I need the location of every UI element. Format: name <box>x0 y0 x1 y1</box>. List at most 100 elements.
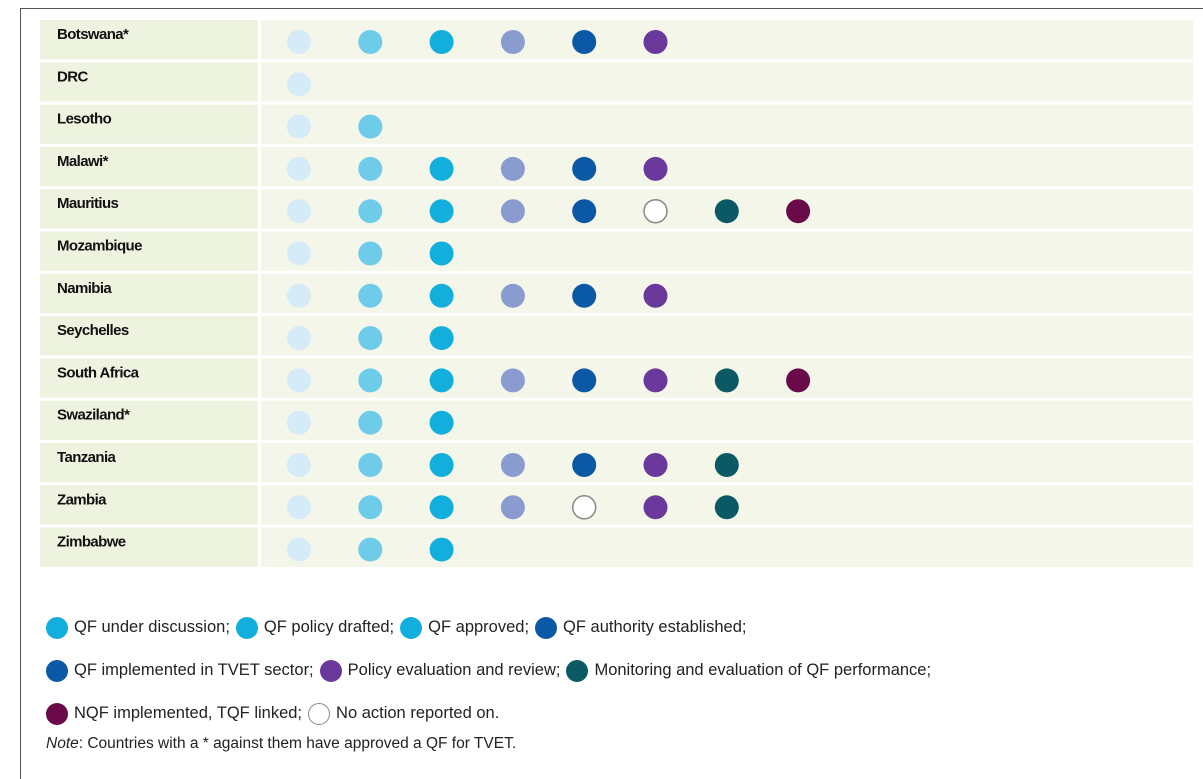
legend-item: Policy evaluation and review; <box>319 659 561 682</box>
stage-dot <box>287 283 311 308</box>
row-name-bg <box>40 62 258 102</box>
stage-dot <box>358 199 383 224</box>
stage-dot <box>287 453 311 477</box>
stage-dot <box>714 495 739 520</box>
legend-item: QF approved; <box>400 616 530 639</box>
stage-dot <box>429 368 454 393</box>
row-name-bg <box>40 146 258 187</box>
open-dot <box>571 495 597 520</box>
stage-dot <box>358 241 383 266</box>
row-name-bg <box>40 400 258 440</box>
row-name-bg <box>40 443 258 483</box>
row-name-bg <box>40 273 258 314</box>
status-table: Botswana* DRC Lesotho Malawi* Mauritius Mozam… <box>40 20 1193 567</box>
stage-dot <box>358 410 383 435</box>
legend-dot <box>46 659 68 682</box>
note-label: Note <box>46 735 79 752</box>
legend-label: QF implemented in TVET sector; <box>74 661 314 679</box>
stage-dot <box>358 453 383 477</box>
row-bg <box>261 273 1193 314</box>
stage-dot <box>714 453 739 477</box>
stage-dot <box>358 537 383 562</box>
stage-dot <box>287 156 311 181</box>
stage-dot <box>500 368 525 393</box>
legend-label: No action reported on. <box>336 704 500 722</box>
stage-dot <box>572 283 597 308</box>
row-name-bg <box>40 527 258 567</box>
stage-dot <box>714 368 739 393</box>
stage-dot <box>287 410 311 435</box>
stage-dot <box>287 241 311 266</box>
stage-dot <box>500 283 525 308</box>
legend-dot <box>400 616 423 639</box>
row-bg <box>261 146 1193 187</box>
stage-dot <box>287 537 311 562</box>
frame <box>20 8 1203 779</box>
row-bg <box>261 231 1193 271</box>
stage-dot <box>643 30 668 54</box>
country-name: Zambia <box>57 491 107 508</box>
stage-dot <box>643 156 668 181</box>
country-name: DRC <box>57 68 88 85</box>
stage-dot <box>429 283 454 308</box>
legend-label: NQF implemented, TQF linked; <box>74 704 303 722</box>
legend-item: QF under discussion; <box>46 616 230 639</box>
country-name: Namibia <box>57 280 112 297</box>
row-bg <box>261 104 1193 144</box>
row-bg <box>261 400 1193 440</box>
stage-dot <box>643 453 668 477</box>
stage-dot <box>500 199 525 224</box>
row-name-bg <box>40 358 258 398</box>
open-dot <box>643 198 668 224</box>
legend-item: QF policy drafted; <box>235 616 395 639</box>
stage-dot <box>358 30 383 54</box>
stage-dot <box>572 156 597 181</box>
legend-label: QF authority established; <box>563 618 747 636</box>
row-name-bg <box>40 316 258 356</box>
legend-dot <box>535 616 558 639</box>
stage-dot <box>429 30 454 54</box>
country-name: South Africa <box>57 364 140 381</box>
legend-label: QF approved; <box>428 618 530 636</box>
row-name-bg <box>40 231 258 271</box>
legend-item: QF implemented in TVET sector; <box>46 659 314 682</box>
row-bg <box>261 316 1193 356</box>
legend-label: QF under discussion; <box>74 618 230 636</box>
stage-dot <box>500 30 525 54</box>
legend-dot <box>46 702 68 725</box>
stage-dot <box>572 199 597 224</box>
legend-item: QF authority established; <box>535 616 747 639</box>
stage-dot <box>358 156 383 181</box>
stage-dot <box>429 241 454 266</box>
country-name: Tanzania <box>57 449 117 466</box>
legend-line: NQF implemented, TQF linked; No action re… <box>46 692 937 735</box>
country-name: Zimbabwe <box>57 534 126 551</box>
stage-dot <box>287 199 311 224</box>
legend-line: QF under discussion; QF policy drafted; QF… <box>46 606 937 649</box>
stage-dot <box>429 537 454 562</box>
legend-label: Monitoring and evaluation of QF performa… <box>594 661 932 679</box>
legend-dot <box>235 616 258 639</box>
legend-label: Policy evaluation and review; <box>347 661 561 679</box>
stage-dot <box>786 199 811 224</box>
legend-label: QF policy drafted; <box>263 618 395 636</box>
row-name-bg <box>40 485 258 525</box>
stage-dot <box>429 495 454 520</box>
note: Note: Countries with a * against them ha… <box>46 735 516 753</box>
stage-dot <box>429 326 454 351</box>
country-name: Mauritius <box>57 195 119 212</box>
country-name: Seychelles <box>57 322 129 339</box>
row-name-bg <box>40 20 258 60</box>
stage-dot <box>429 199 454 224</box>
row-bg <box>261 20 1193 60</box>
stage-dot <box>358 283 383 308</box>
legend-item: NQF implemented, TQF linked; <box>46 702 303 725</box>
stage-dot <box>643 368 668 393</box>
country-name: Mozambique <box>57 237 142 254</box>
stage-dot <box>572 368 597 393</box>
stage-dot <box>287 368 311 393</box>
row-name-bg <box>40 189 258 229</box>
country-name: Swaziland* <box>57 407 130 424</box>
stage-dot <box>358 114 383 139</box>
